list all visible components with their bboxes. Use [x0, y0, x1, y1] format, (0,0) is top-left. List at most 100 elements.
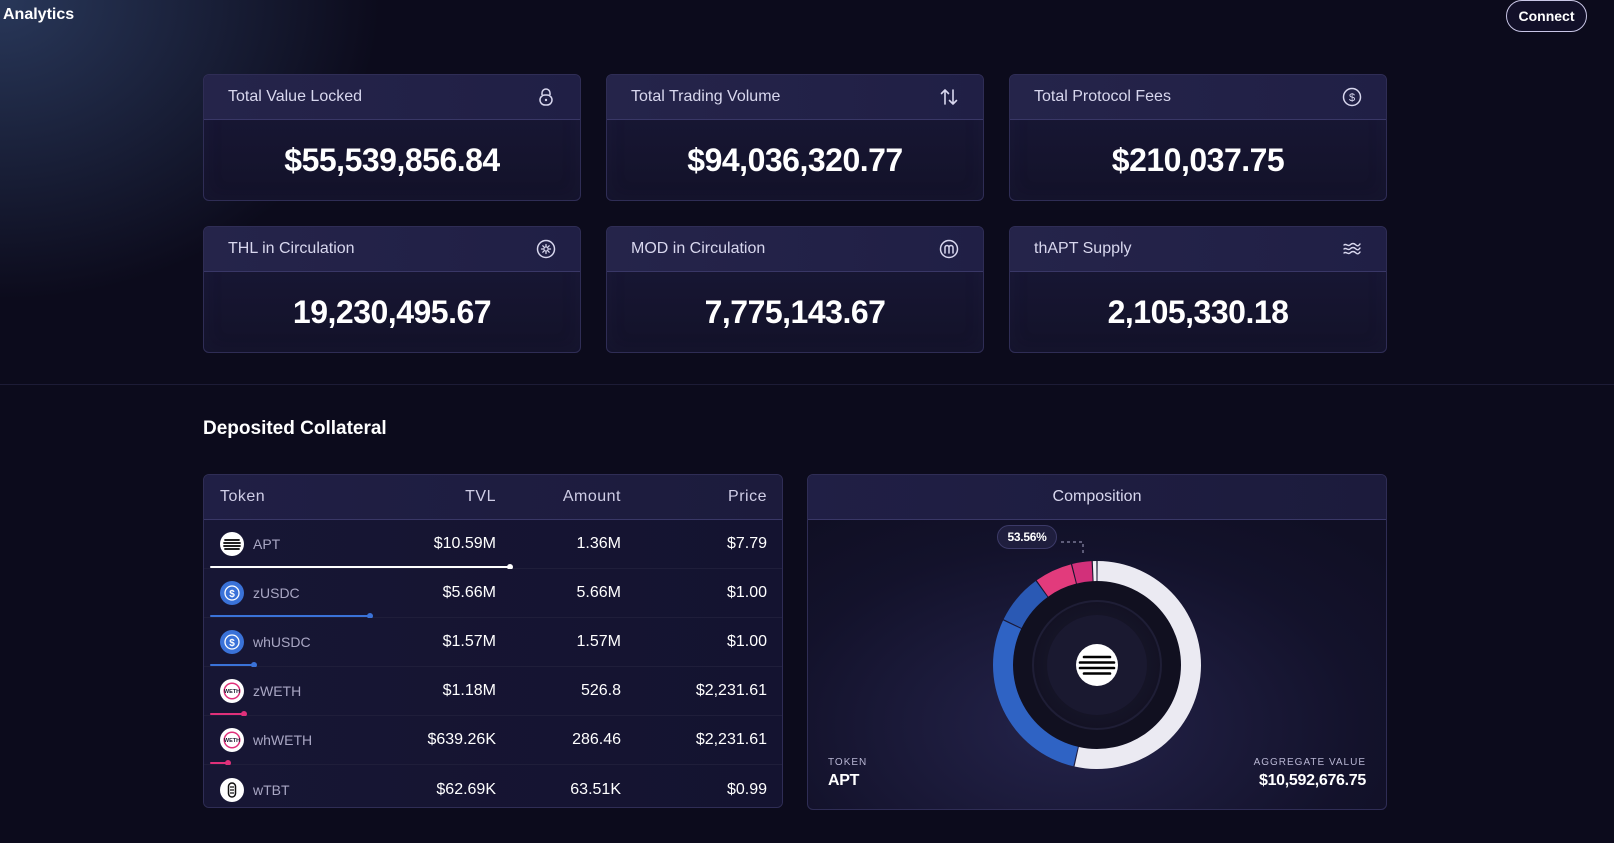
stat-label: thAPT Supply — [1034, 240, 1132, 257]
collateral-table: Token TVL Amount Price APT $10.59M 1.36M… — [203, 474, 783, 808]
donut-segment-wtbt[interactable] — [1092, 561, 1097, 582]
section-title: Deposited Collateral — [203, 418, 387, 439]
tvl-share-dot — [240, 711, 247, 717]
donut-segment-whusdc[interactable] — [1003, 580, 1048, 629]
price-value: $7.79 — [726, 535, 767, 552]
stat-card-mod: MOD in Circulation 7,775,143.67 — [606, 226, 984, 353]
mod-token-icon — [939, 239, 959, 259]
stat-value: $55,539,856.84 — [284, 141, 500, 178]
table-row[interactable]: WETH whWETH $639.26K 286.46 $2,231.61 — [204, 716, 782, 766]
tvl-share-dot — [506, 564, 513, 570]
stat-label: Total Protocol Fees — [1034, 88, 1171, 105]
stats-grid: Total Value Locked $55,539,856.84 Total … — [203, 74, 1387, 353]
tvl-value: $639.26K — [427, 731, 496, 748]
lock-icon — [536, 87, 556, 107]
amount-value: 5.66M — [576, 584, 621, 601]
table-header: Token TVL Amount Price — [204, 475, 782, 520]
table-row[interactable]: $ zUSDC $5.66M 5.66M $1.00 — [204, 569, 782, 619]
stat-label: Total Trading Volume — [631, 88, 781, 105]
amount-value: 286.46 — [572, 731, 621, 748]
stat-value: 7,775,143.67 — [704, 293, 886, 330]
aggregate-caption-value: $10,592,676.75 — [1258, 772, 1366, 789]
connect-button[interactable]: Connect — [1506, 0, 1587, 32]
tvl-value: $5.66M — [442, 584, 496, 601]
price-value: $1.00 — [726, 584, 767, 601]
composition-panel: Composition 53.56% TOKEN APT AGGREGATE V… — [807, 474, 1387, 810]
tvl-share-bar — [210, 664, 255, 666]
dollar-circle-icon: $ — [1342, 87, 1362, 107]
selected-token-caption: TOKEN APT — [828, 757, 867, 790]
waves-icon — [1342, 239, 1362, 259]
stat-label: THL in Circulation — [228, 240, 355, 257]
tvl-share-dot — [251, 662, 258, 668]
tvl-value: $62.69K — [436, 780, 496, 798]
tvl-share-bar — [210, 566, 510, 568]
table-row[interactable]: wTBT $62.69K 63.51K $0.99 — [204, 765, 782, 807]
aggregate-value-caption: AGGREGATE VALUE $10,592,676.75 — [1253, 757, 1367, 790]
column-header-token[interactable]: Token — [220, 488, 266, 505]
composition-title: Composition — [808, 475, 1386, 520]
svg-text:$: $ — [229, 638, 235, 649]
stat-card-fees: Total Protocol Fees $ $210,037.75 — [1009, 74, 1387, 201]
stat-card-thl: THL in Circulation 19,230,495.67 — [203, 226, 581, 353]
amount-value: 1.36M — [576, 535, 621, 552]
apt-center-icon — [1076, 644, 1118, 686]
donut-segment-zweth[interactable] — [1036, 564, 1076, 597]
amount-value: 526.8 — [580, 682, 621, 699]
table-row[interactable]: APT $10.59M 1.36M $7.79 — [204, 520, 782, 570]
stat-label: Total Value Locked — [228, 88, 363, 105]
tvl-share-dot — [224, 760, 231, 766]
column-header-price[interactable]: Price — [728, 488, 767, 505]
token-caption-label: TOKEN — [828, 757, 868, 768]
token-name: APT — [253, 536, 281, 552]
weth-icon: WETH — [220, 728, 244, 752]
tvl-share-dot — [367, 613, 374, 619]
donut-segment-apt[interactable] — [1074, 561, 1201, 769]
amount-value: 1.57M — [576, 633, 621, 650]
donut-segments — [993, 561, 1201, 769]
price-value: $2,231.61 — [695, 731, 767, 748]
token-name: zWETH — [253, 683, 302, 699]
aggregate-caption-label: AGGREGATE VALUE — [1253, 757, 1366, 768]
stat-value: 2,105,330.18 — [1107, 293, 1289, 330]
column-header-tvl[interactable]: TVL — [465, 488, 496, 505]
composition-donut-chart[interactable] — [808, 520, 1387, 810]
stat-card-thapt: thAPT Supply 2,105,330.18 — [1009, 226, 1387, 353]
pct-leader-line — [1061, 541, 1084, 556]
svg-text:$: $ — [1349, 92, 1355, 104]
stat-card-tvl: Total Value Locked $55,539,856.84 — [203, 74, 581, 201]
token-name: zUSDC — [253, 585, 300, 601]
stat-value: $94,036,320.77 — [687, 141, 903, 178]
tvl-share-bar — [210, 713, 244, 715]
stat-value: 19,230,495.67 — [292, 293, 492, 330]
svg-text:$: $ — [229, 589, 235, 600]
thl-token-icon — [536, 239, 556, 259]
weth-icon: WETH — [220, 679, 244, 703]
svg-text:WETH: WETH — [224, 738, 240, 744]
tbt-icon — [220, 777, 244, 802]
page-title: Analytics — [3, 6, 75, 23]
tvl-value: $1.18M — [442, 682, 496, 699]
token-name: whWETH — [253, 732, 313, 748]
highlight-percent-label: 53.56% — [997, 525, 1057, 549]
arrows-up-down-icon — [939, 87, 959, 107]
svg-text:WETH: WETH — [224, 689, 240, 695]
price-value: $1.00 — [726, 633, 767, 650]
tvl-share-bar — [210, 762, 228, 764]
apt-icon — [220, 532, 244, 556]
tvl-value: $1.57M — [442, 633, 496, 650]
price-value: $0.99 — [726, 780, 767, 798]
token-caption-value: APT — [828, 772, 860, 789]
tvl-value: $10.59M — [433, 535, 496, 552]
stat-card-volume: Total Trading Volume $94,036,320.77 — [606, 74, 984, 201]
donut-segment-whweth[interactable] — [1072, 561, 1093, 584]
tvl-share-bar — [210, 615, 371, 617]
table-row[interactable]: $ whUSDC $1.57M 1.57M $1.00 — [204, 618, 782, 668]
amount-value: 63.51K — [570, 780, 621, 798]
table-row[interactable]: WETH zWETH $1.18M 526.8 $2,231.61 — [204, 667, 782, 717]
price-value: $2,231.61 — [695, 682, 767, 699]
column-header-amount[interactable]: Amount — [562, 488, 621, 505]
donut-segment-zusdc[interactable] — [993, 620, 1078, 767]
usdc-icon: $ — [220, 630, 244, 654]
token-name: wTBT — [253, 781, 290, 798]
